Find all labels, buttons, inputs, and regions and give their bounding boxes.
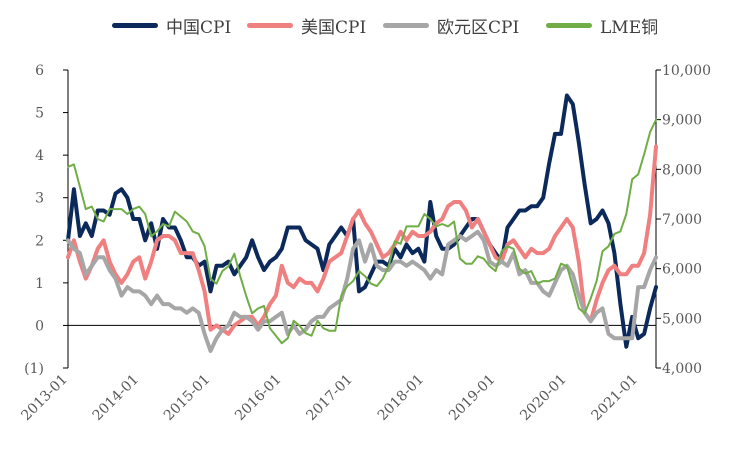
right-tick-label: 9,000 [662, 113, 702, 129]
legend-lme-copper: LME铜 [546, 14, 659, 38]
legend-label-china-cpi: 中国CPI [166, 17, 232, 38]
left-tick-label: 0 [35, 318, 44, 334]
right-tick-label: 4,000 [662, 361, 702, 377]
left-tick-label: (1) [24, 361, 44, 377]
series-line-美国CPI [66, 144, 658, 336]
legend-swatch-euro-cpi [383, 22, 429, 28]
right-tick-label: 5,000 [662, 311, 702, 327]
right-tick-label: 10,000 [662, 63, 711, 79]
x-tick-label: 2017-01 [303, 372, 355, 424]
left-tick-label: 3 [35, 191, 44, 207]
legend-swatch-lme-copper [546, 22, 592, 28]
right-tick-label: 6,000 [662, 262, 702, 278]
legend-label-euro-cpi: 欧元区CPI [437, 17, 520, 38]
x-tick-label: 2018-01 [375, 372, 427, 424]
legend-us-cpi: 美国CPI [247, 14, 367, 38]
left-tick-label: 4 [35, 148, 44, 164]
x-tick-label: 2015-01 [161, 372, 213, 424]
right-tick-label: 7,000 [662, 212, 702, 228]
legend-euro-cpi: 欧元区CPI [383, 14, 520, 38]
x-tick-label: 2021-01 [589, 372, 641, 424]
legend-china-cpi: 中国CPI [112, 14, 232, 38]
left-tick-label: 5 [35, 106, 44, 122]
left-tick-label: 1 [35, 276, 44, 292]
x-tick-label: 2019-01 [446, 372, 498, 424]
left-tick-label: 6 [35, 63, 44, 79]
x-tick-label: 2013-01 [18, 372, 70, 424]
x-tick-label: 2014-01 [90, 372, 142, 424]
x-tick-label: 2020-01 [517, 372, 569, 424]
right-tick-label: 8,000 [662, 162, 702, 178]
chart-series-layer [66, 93, 658, 353]
left-tick-label: 2 [35, 233, 44, 249]
legend-swatch-china-cpi [112, 22, 158, 28]
series-line-欧元区CPI [66, 229, 658, 353]
legend-label-lme-copper: LME铜 [600, 17, 659, 38]
chart-tick-layer: (1) 0 1 2 3 4 5 6 4,000 5,000 6,000 7,000 8,000 9,000… [18, 63, 711, 424]
series-line-LME铜 [67, 118, 657, 345]
legend-swatch-us-cpi [247, 22, 293, 28]
legend-label-us-cpi: 美国CPI [301, 17, 367, 38]
series-line-中国CPI [66, 93, 658, 349]
chart-axes [63, 69, 661, 369]
x-tick-label: 2016-01 [232, 372, 284, 424]
